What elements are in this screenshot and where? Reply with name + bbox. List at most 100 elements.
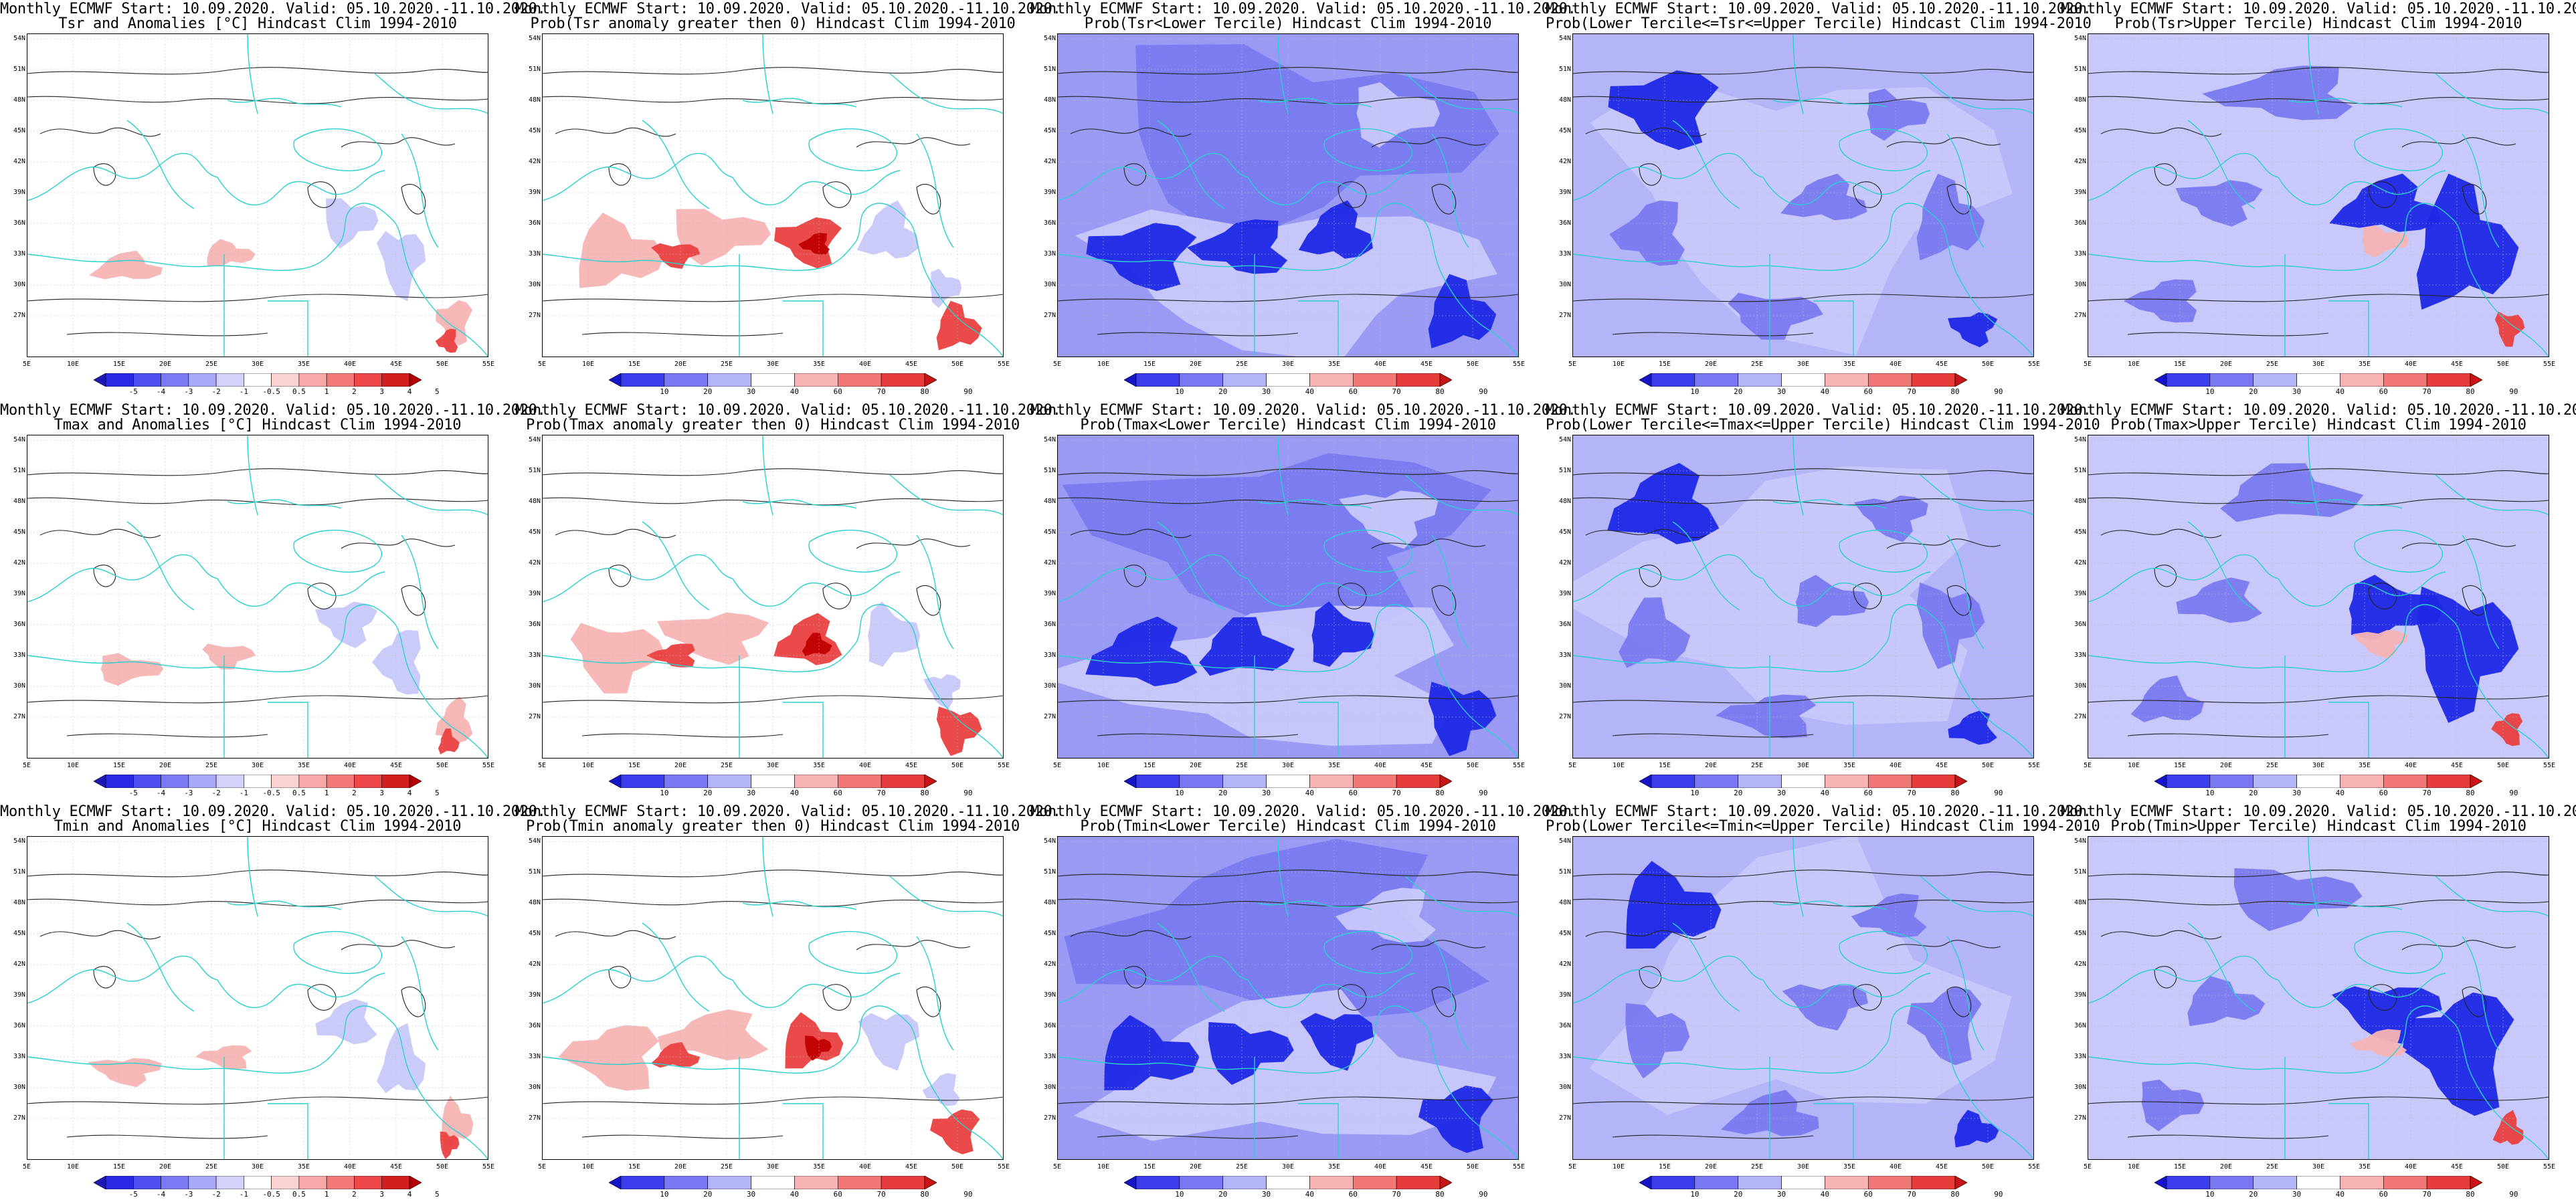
latitude-label: 42N [528, 961, 541, 968]
coastline [732, 571, 901, 607]
colorbar-tick-label: 40 [1820, 387, 1830, 396]
longitude-label: 15E [628, 762, 641, 769]
colorbar-tick-label: 40 [2335, 387, 2345, 396]
colorbar-tick-label: 60 [1863, 1190, 1873, 1199]
shaded-region [2096, 68, 2520, 341]
shaded-region [315, 601, 378, 648]
latitude-label: 45N [528, 528, 541, 536]
latitude-label: 54N [528, 837, 541, 845]
contour-line [307, 181, 337, 208]
latitude-label: 27N [13, 713, 25, 720]
longitude-label: 5E [2083, 1163, 2092, 1171]
latitude-label: 45N [1043, 127, 1056, 134]
latitude-label: 45N [1558, 528, 1571, 536]
contour-line [1123, 966, 1147, 989]
latitude-label: 33N [2074, 1053, 2086, 1060]
contour-line [2462, 986, 2487, 1017]
colorbar-ticks: 10 20 30 40 60 70 80 90 [1639, 387, 2003, 397]
latitude-label: 33N [1043, 1053, 1056, 1060]
longitude-label: 25E [2266, 1163, 2279, 1171]
forecast-map [27, 33, 488, 357]
colorbar-tick-label: 10 [1175, 789, 1184, 797]
contour-line [1070, 127, 1192, 137]
shaded-region [1728, 292, 1823, 340]
coastline [217, 571, 385, 607]
contour-line [27, 497, 488, 506]
longitude-label: 10E [1097, 361, 1110, 368]
contour-line [2088, 898, 2549, 907]
colorbar-tick-label: 30 [2292, 1190, 2302, 1199]
contour-line [1371, 940, 1486, 950]
panel-header: Monthly ECMWF Start: 10.09.2020. Valid: … [2061, 1, 2576, 17]
coastline [1572, 641, 1888, 672]
longitude-label: 50E [1466, 1163, 1479, 1171]
shaded-region [858, 1013, 920, 1071]
latitude-label: 45N [1558, 930, 1571, 937]
colorbar-tick-label: 60 [2379, 387, 2388, 396]
coastline [2088, 1043, 2403, 1074]
shaded-region [377, 231, 426, 302]
map-panel-tmax-lower: Monthly ECMWF Start: 10.09.2020. Valid: … [1030, 401, 1576, 803]
latitude-label: 39N [528, 590, 541, 597]
coastline [27, 153, 218, 201]
shaded-region [856, 200, 919, 259]
map-panel-tmin-prob_pos: Monthly ECMWF Start: 10.09.2020. Valid: … [515, 803, 1061, 1204]
longitude-label: 45E [905, 1163, 918, 1171]
latitude-label: 51N [1043, 467, 1056, 474]
forecast-map [1057, 836, 1519, 1160]
longitude-label: 5E [1052, 361, 1062, 368]
contour-line [1572, 497, 2034, 506]
colorbar [608, 774, 937, 789]
panel-title: Prob(Tmin>Upper Tercile) Hindcast Clim 1… [2110, 818, 2526, 835]
colorbar-tick-label: 70 [1907, 789, 1916, 797]
colorbar-tick-label: 90 [1479, 1190, 1488, 1199]
contour-line [1057, 67, 1519, 75]
shaded-region [195, 1045, 252, 1070]
colorbar-ticks: 10 20 30 40 60 70 80 90 [609, 789, 972, 799]
longitude-label: 45E [1420, 762, 1433, 769]
colorbar-tick-label: 3 [379, 789, 385, 797]
contour-line [39, 930, 161, 940]
shaded-region [2220, 463, 2364, 522]
longitude-label: 15E [2173, 762, 2187, 769]
contour-line [401, 986, 426, 1017]
longitude-label: 35E [1843, 762, 1856, 769]
longitude-label: 50E [1981, 361, 1995, 368]
forecast-map [542, 33, 1004, 357]
coastline [1057, 641, 1372, 672]
shaded-region [442, 1096, 474, 1146]
contour-line [1946, 986, 1972, 1017]
colorbar-tick-label: 30 [1261, 789, 1271, 797]
longitude-label: 30E [2312, 1163, 2325, 1171]
contour-line [1572, 67, 2034, 75]
latitude-label: 27N [528, 1114, 541, 1122]
latitude-label: 45N [1043, 930, 1056, 937]
coastline [2278, 571, 2446, 607]
coastline [2462, 936, 2500, 1051]
longitude-label: 20E [1189, 1163, 1202, 1171]
colorbar-tick-label: 70 [1392, 1190, 1401, 1199]
contour-line [1639, 163, 1662, 186]
coastline [374, 876, 488, 917]
colorbar-tick-label: 2 [352, 1190, 357, 1199]
coastline [2088, 240, 2403, 271]
longitude-label: 30E [766, 1163, 779, 1171]
coastline [742, 900, 857, 910]
longitude-label: 15E [1143, 762, 1156, 769]
latitude-label: 36N [13, 1022, 25, 1029]
coastline [542, 554, 733, 603]
latitude-label: 42N [1043, 158, 1056, 165]
latitude-label: 48N [13, 498, 25, 505]
coastline [217, 170, 385, 205]
shaded-region [676, 209, 771, 266]
longitude-label: 30E [766, 762, 779, 769]
contour-line [1572, 898, 2034, 907]
latitude-label: 42N [13, 961, 25, 968]
contour-line [608, 966, 632, 989]
coastline [1057, 240, 1372, 271]
shaded-region [1300, 1013, 1374, 1071]
colorbar-tick-label: 20 [1734, 789, 1743, 797]
coastline [1323, 128, 1413, 171]
colorbar-tick-label: 60 [1348, 1190, 1358, 1199]
longitude-label: 5E [537, 762, 547, 769]
